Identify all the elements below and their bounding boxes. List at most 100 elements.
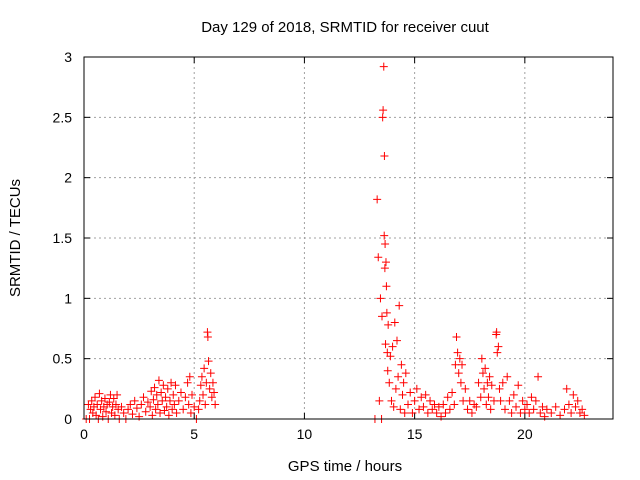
data-point (146, 402, 155, 411)
data-point (385, 378, 394, 387)
y-tick-label: 3 (64, 49, 72, 65)
data-point (428, 405, 437, 414)
data-point (458, 360, 467, 369)
data-point (485, 372, 494, 381)
data-point (443, 393, 452, 402)
data-point (137, 400, 146, 409)
data-point (514, 381, 523, 390)
data-point (381, 258, 390, 267)
y-tick-label: 0.5 (53, 351, 73, 367)
data-point (380, 151, 389, 160)
data-point (139, 393, 148, 402)
data-point (529, 405, 538, 414)
data-point (498, 378, 507, 387)
data-point (527, 393, 536, 402)
data-point (487, 381, 496, 390)
data-point (477, 354, 486, 363)
data-point (432, 408, 441, 417)
data-point (201, 400, 210, 409)
data-point (111, 400, 120, 409)
data-point (573, 396, 582, 405)
data-point (126, 400, 135, 409)
data-point (494, 342, 503, 351)
data-point (124, 405, 133, 414)
data-point (168, 405, 177, 414)
data-point (426, 396, 435, 405)
data-point (113, 390, 122, 399)
data-point (374, 253, 383, 262)
axis-ticks (83, 56, 613, 420)
data-point (455, 354, 464, 363)
data-point (196, 381, 205, 390)
data-point (394, 372, 403, 381)
data-point (185, 372, 194, 381)
data-point (534, 372, 543, 381)
data-point (387, 396, 396, 405)
data-point (430, 400, 439, 409)
data-point (472, 402, 481, 411)
data-point (480, 384, 489, 393)
data-point (167, 378, 176, 387)
data-point (110, 411, 119, 420)
data-point (119, 408, 128, 417)
data-point (496, 396, 505, 405)
data-point (408, 408, 417, 417)
data-point (93, 400, 102, 409)
data-point (380, 231, 389, 240)
data-point (482, 400, 491, 409)
data-point (141, 407, 150, 416)
data-point (194, 405, 203, 414)
data-point (199, 390, 208, 399)
data-point (547, 408, 556, 417)
data-point (379, 62, 388, 71)
data-point (91, 393, 100, 402)
data-point (569, 390, 578, 399)
data-point (518, 396, 527, 405)
data-point (441, 408, 450, 417)
data-point (205, 384, 214, 393)
data-point (551, 402, 560, 411)
y-tick-label: 1 (64, 290, 72, 306)
data-point (578, 405, 587, 414)
data-point (382, 282, 391, 291)
data-point (147, 387, 156, 396)
data-point (419, 402, 428, 411)
data-point (453, 348, 462, 357)
data-point (564, 400, 573, 409)
data-point (95, 389, 104, 398)
data-point (204, 357, 213, 366)
data-point (154, 376, 163, 385)
data-point (404, 400, 413, 409)
x-tick-label: 0 (80, 426, 88, 442)
data-point (378, 312, 387, 321)
y-tick-label: 1.5 (53, 230, 73, 246)
data-point (148, 411, 157, 420)
data-point (203, 332, 212, 341)
data-point (384, 320, 393, 329)
data-point (170, 400, 179, 409)
data-point (434, 402, 443, 411)
data-point (439, 400, 448, 409)
y-tick-label: 2 (64, 170, 72, 186)
data-point (100, 394, 109, 403)
data-point (556, 411, 565, 420)
data-point (493, 348, 502, 357)
data-point (392, 336, 401, 345)
data-point (454, 369, 463, 378)
data-point (102, 407, 111, 416)
plot-frame (83, 56, 614, 420)
data-point (536, 408, 545, 417)
data-point (461, 384, 470, 393)
data-point (478, 369, 487, 378)
data-point (150, 383, 159, 392)
data-point (406, 388, 415, 397)
data-point (184, 400, 193, 409)
data-point (210, 388, 219, 397)
data-point (151, 405, 160, 414)
data-point (415, 405, 424, 414)
x-axis-label: GPS time / hours (288, 458, 402, 475)
y-axis-label: SRMTID / TECUs (7, 179, 24, 297)
data-point (567, 408, 576, 417)
data-point (397, 360, 406, 369)
